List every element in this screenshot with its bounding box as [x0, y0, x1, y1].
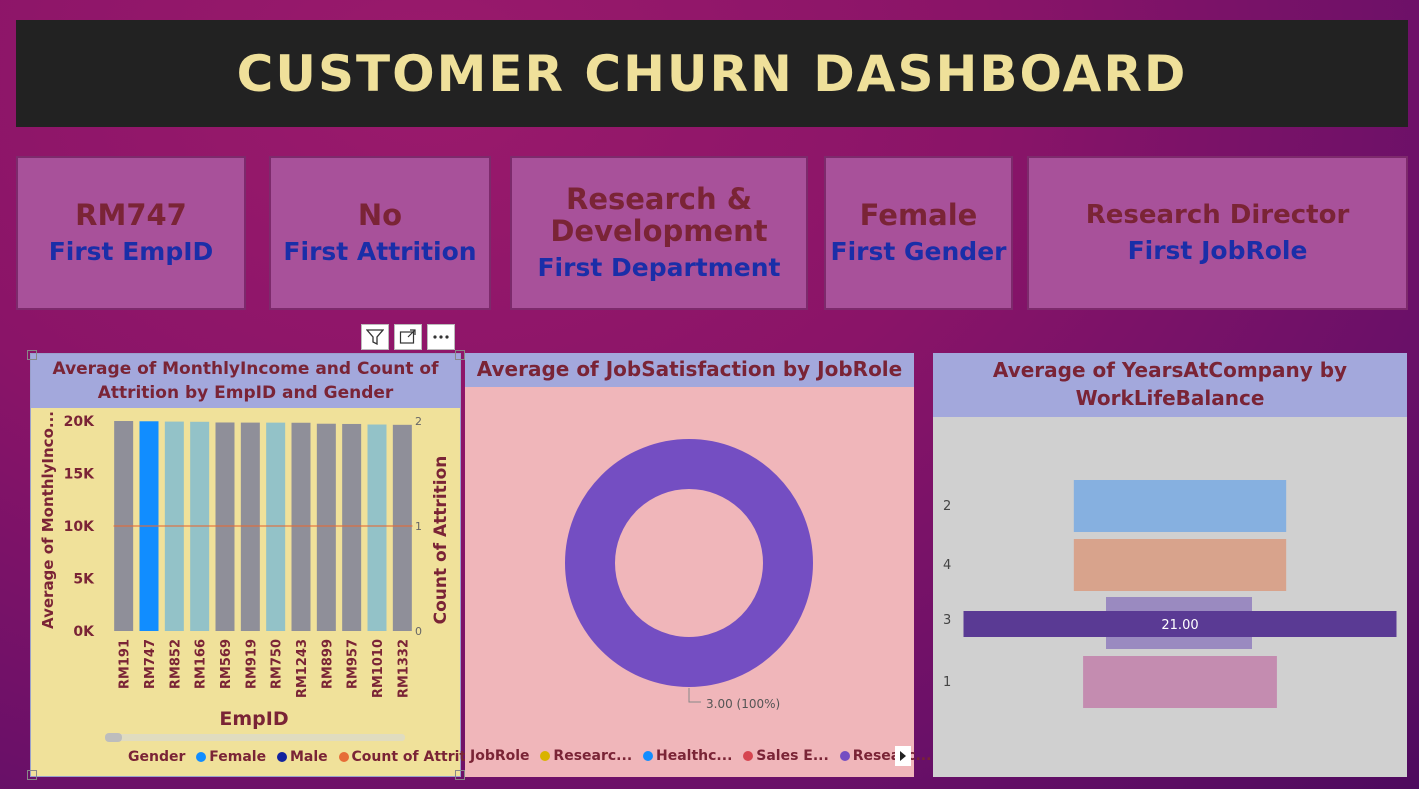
slice-label-leader [688, 688, 701, 703]
card-first-attrition[interactable]: No First Attrition [269, 156, 491, 310]
x-tick-label: RM1010 [371, 639, 386, 698]
bar-rm1010[interactable] [367, 424, 387, 631]
legend-title: Gender [128, 749, 186, 765]
y2-tick-label: 1 [415, 520, 422, 533]
chart-income-attrition-panel[interactable]: Average of MonthlyIncome and Count of At… [30, 353, 491, 777]
focus-mode-icon[interactable] [394, 324, 422, 350]
funnel-bar-3[interactable] [963, 611, 1397, 637]
legend-item[interactable]: Researc... [553, 748, 633, 764]
x-tick-label: RM919 [244, 639, 259, 689]
card-label: First Department [537, 253, 781, 283]
resize-handle[interactable] [27, 770, 37, 780]
dashboard-title-bar: CUSTOMER CHURN DASHBOARD [16, 20, 1408, 127]
x-tick-label: RM1332 [396, 639, 411, 698]
bar-rm1332[interactable] [392, 424, 412, 631]
card-value: Female [859, 197, 978, 232]
donut-slice-research[interactable] [565, 439, 813, 687]
data-label: 21.00 [1161, 618, 1198, 633]
legend-dot [643, 751, 654, 761]
chart-title: Average of MonthlyIncome and Count of At… [31, 354, 460, 408]
legend-item[interactable]: Healthc... [656, 748, 733, 764]
y-tick-label: 20K [64, 414, 95, 430]
chart-title: Average of JobSatisfaction by JobRole [465, 353, 914, 387]
horizontal-scrollbar-track[interactable] [105, 734, 405, 741]
y-tick-label: 0K [73, 624, 95, 640]
legend-dot-female [196, 752, 207, 762]
y2-tick-label: 0 [415, 625, 422, 638]
card-first-jobrole[interactable]: Research Director First JobRole [1027, 156, 1408, 310]
y-tick-label: 5K [73, 572, 95, 588]
y-tick-label: 15K [64, 467, 95, 483]
card-label: First JobRole [1127, 235, 1308, 265]
visual-header-toolbar [361, 324, 455, 350]
x-axis-label: EmpID [219, 708, 288, 730]
x-tick-label: RM957 [346, 639, 361, 689]
card-value: No [357, 197, 403, 232]
legend-item-attrition[interactable]: Count of Attrition [351, 749, 491, 765]
x-tick-label: RM166 [194, 639, 209, 689]
funnel-bar-1[interactable] [1083, 656, 1277, 708]
y2-tick-label: 2 [415, 415, 422, 428]
legend-item[interactable]: Researc... [852, 748, 932, 764]
horizontal-scrollbar-thumb[interactable] [105, 733, 122, 742]
x-tick-label: RM569 [219, 639, 234, 689]
slice-label: 3.00 (100%) [706, 697, 780, 711]
card-first-gender[interactable]: Female First Gender [824, 156, 1013, 310]
x-tick-label: RM1243 [295, 639, 310, 698]
category-label: 4 [943, 558, 951, 573]
chart-jobsatisfaction-donut[interactable]: 3.00 (100%) [465, 387, 914, 747]
bar-rm957[interactable] [342, 423, 362, 631]
more-options-icon[interactable] [427, 324, 455, 350]
resize-handle[interactable] [455, 770, 465, 780]
x-tick-label: RM750 [270, 639, 285, 689]
y-axis-right-label: Count of Attrition [431, 456, 451, 625]
chart-yearsatcompany-panel[interactable]: Average of YearsAtCompany by WorkLifeBal… [933, 353, 1407, 777]
x-tick-label: RM191 [118, 639, 133, 689]
chevron-right-icon[interactable] [895, 746, 911, 766]
legend-dot-male [276, 752, 287, 762]
chart-yearsatcompany-funnel[interactable]: 2 4 3 1 21.00 [933, 417, 1407, 777]
chart-legend: JobRole Researc... Healthc... Sales E...… [470, 748, 931, 764]
y-tick-label: 10K [64, 519, 95, 535]
x-tick-label: RM747 [143, 639, 158, 689]
card-value: Research & Development [550, 181, 768, 248]
legend-item-female[interactable]: Female [209, 749, 267, 765]
chart-jobsatisfaction-panel[interactable]: Average of JobSatisfaction by JobRole 3.… [465, 353, 931, 777]
x-tick-label: RM852 [168, 639, 183, 689]
card-value: Research Director [1085, 200, 1350, 231]
legend-dot [839, 751, 850, 761]
legend-title: JobRole [470, 748, 530, 764]
card-label: First Gender [830, 237, 1007, 267]
bar-rm899[interactable] [316, 423, 336, 631]
card-first-department[interactable]: Research & Development First Department [510, 156, 808, 310]
funnel-bar-2[interactable] [1073, 480, 1287, 532]
funnel-bar-4[interactable] [1073, 539, 1287, 591]
category-label: 3 [943, 613, 951, 628]
y-axis-left-label: Average of MonthlyInco... [39, 411, 57, 629]
category-label: 1 [943, 675, 951, 690]
chart-income-attrition[interactable]: RM191 RM747 RM852 RM166 RM569 RM919 RM750 RM124… [31, 408, 460, 776]
legend-dot [540, 751, 551, 761]
card-label: First EmpID [48, 237, 214, 267]
filter-icon[interactable] [361, 324, 389, 350]
resize-handle[interactable] [455, 350, 465, 360]
resize-handle[interactable] [27, 350, 37, 360]
legend-item-male[interactable]: Male [289, 749, 328, 765]
legend-dot-attrition [338, 752, 349, 762]
category-label: 2 [943, 499, 951, 514]
card-first-empid[interactable]: RM747 First EmpID [16, 156, 246, 310]
x-tick-label: RM899 [320, 639, 335, 689]
chart-title: Average of YearsAtCompany by WorkLifeBal… [933, 353, 1407, 417]
legend-dot [743, 751, 754, 761]
dashboard-title: CUSTOMER CHURN DASHBOARD [236, 44, 1188, 103]
chart-legend: Gender Female Male Count of Attrition [128, 749, 491, 765]
card-value: RM747 [75, 197, 187, 232]
legend-item[interactable]: Sales E... [756, 748, 829, 764]
card-label: First Attrition [283, 237, 477, 267]
